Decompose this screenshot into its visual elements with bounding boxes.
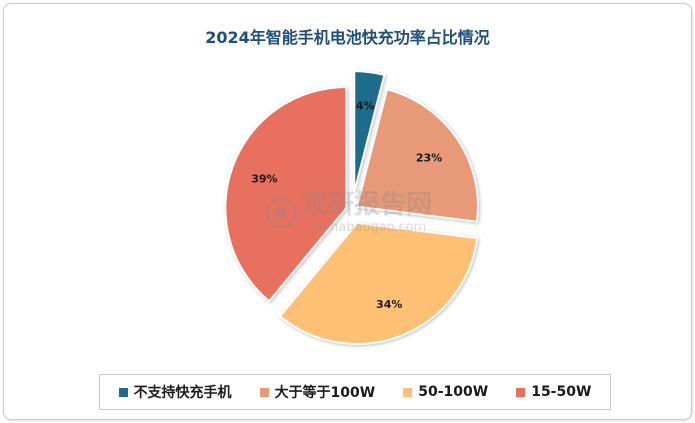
pie-slice-3 xyxy=(278,221,479,345)
watermark-logo-icon xyxy=(265,197,297,229)
data-label-1: 4% xyxy=(356,100,375,113)
legend-item-1: 不支持快充手机 xyxy=(118,382,232,402)
chart-frame: 2024年智能手机电池快充功率占比情况 观研报告网 chinabaogao.co… xyxy=(3,3,692,420)
legend-label-3: 50-100W xyxy=(418,384,489,400)
pie-data-labels: 4% 23% 34% 39% xyxy=(251,100,442,311)
chart-title: 2024年智能手机电池快充功率占比情况 xyxy=(205,28,490,47)
data-label-4: 39% xyxy=(251,172,277,185)
legend-item-3: 50-100W xyxy=(403,384,488,400)
legend-swatch-1 xyxy=(118,387,128,397)
legend-item-2: 大于等于100W xyxy=(259,382,376,402)
legend-swatch-3 xyxy=(403,387,413,397)
pie-chart: 观研报告网 chinabaogao.com 4% 23% 34% 39% xyxy=(224,70,479,345)
data-label-3: 34% xyxy=(376,298,402,311)
watermark: 观研报告网 chinabaogao.com xyxy=(265,189,432,235)
legend-label-2: 大于等于100W xyxy=(274,385,376,401)
watermark-text-cn: 观研报告网 xyxy=(302,189,432,220)
pie-slice-2 xyxy=(355,88,479,223)
legend-swatch-2 xyxy=(259,387,269,397)
watermark-text-en: chinabaogao.com xyxy=(311,220,426,235)
data-label-2: 23% xyxy=(416,152,442,165)
pie-slices xyxy=(224,70,479,345)
legend-item-4: 15-50W xyxy=(516,384,591,400)
pie-slice-4 xyxy=(224,85,348,303)
legend-label-1: 不支持快充手机 xyxy=(133,385,232,401)
legend-label-4: 15-50W xyxy=(531,384,592,400)
legend: 不支持快充手机 大于等于100W 50-100W 15-50W xyxy=(99,374,611,410)
pie-slice-1 xyxy=(353,70,386,193)
legend-swatch-4 xyxy=(516,387,526,397)
